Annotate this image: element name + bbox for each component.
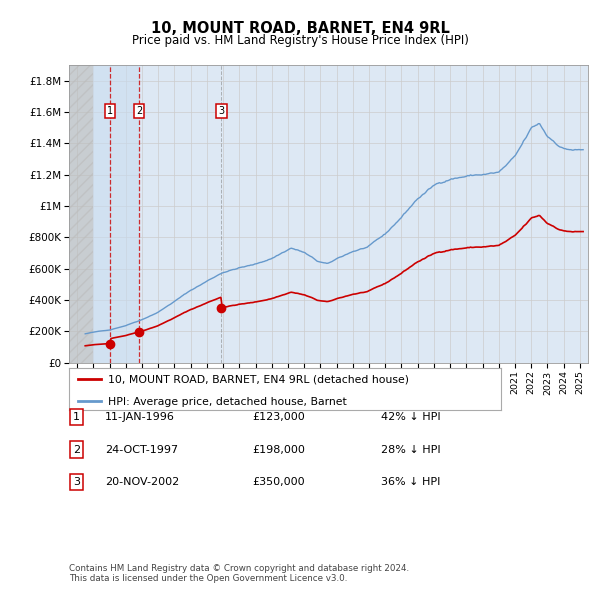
Text: 3: 3 — [218, 106, 224, 116]
Bar — [69, 65, 94, 363]
Text: 36% ↓ HPI: 36% ↓ HPI — [381, 477, 440, 487]
Text: £350,000: £350,000 — [252, 477, 305, 487]
Text: 28% ↓ HPI: 28% ↓ HPI — [381, 445, 440, 454]
Text: HPI: Average price, detached house, Barnet: HPI: Average price, detached house, Barn… — [108, 396, 347, 407]
Text: 3: 3 — [73, 477, 80, 487]
Text: 11-JAN-1996: 11-JAN-1996 — [105, 412, 175, 422]
Text: Contains HM Land Registry data © Crown copyright and database right 2024.
This d: Contains HM Land Registry data © Crown c… — [69, 563, 409, 583]
Bar — [94, 65, 140, 363]
Text: £198,000: £198,000 — [252, 445, 305, 454]
Text: 10, MOUNT ROAD, BARNET, EN4 9RL (detached house): 10, MOUNT ROAD, BARNET, EN4 9RL (detache… — [108, 375, 409, 385]
Text: 1: 1 — [107, 106, 113, 116]
Text: Price paid vs. HM Land Registry's House Price Index (HPI): Price paid vs. HM Land Registry's House … — [131, 34, 469, 47]
Text: 24-OCT-1997: 24-OCT-1997 — [105, 445, 178, 454]
Text: 1: 1 — [73, 412, 80, 422]
Text: 2: 2 — [136, 106, 142, 116]
Text: 42% ↓ HPI: 42% ↓ HPI — [381, 412, 440, 422]
Text: 20-NOV-2002: 20-NOV-2002 — [105, 477, 179, 487]
Text: 2: 2 — [73, 445, 80, 454]
Text: £123,000: £123,000 — [252, 412, 305, 422]
Text: 10, MOUNT ROAD, BARNET, EN4 9RL: 10, MOUNT ROAD, BARNET, EN4 9RL — [151, 21, 449, 35]
